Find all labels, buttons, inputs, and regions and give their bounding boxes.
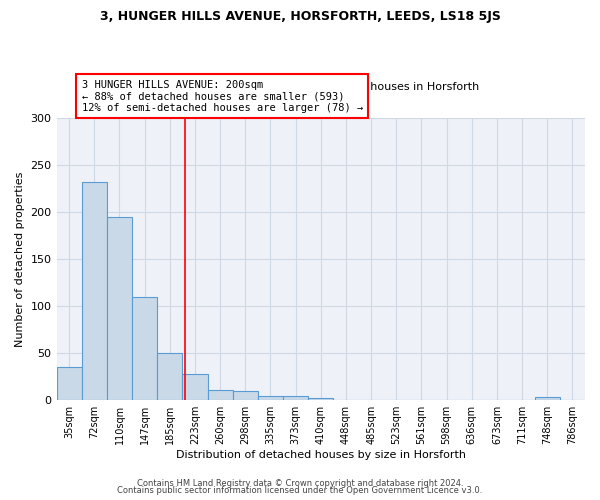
Bar	[82, 182, 107, 400]
Bar	[258, 396, 283, 400]
Bar	[132, 296, 157, 400]
Text: Contains HM Land Registry data © Crown copyright and database right 2024.: Contains HM Land Registry data © Crown c…	[137, 478, 463, 488]
Text: 3, HUNGER HILLS AVENUE, HORSFORTH, LEEDS, LS18 5JS: 3, HUNGER HILLS AVENUE, HORSFORTH, LEEDS…	[100, 10, 500, 23]
Bar	[283, 396, 308, 400]
Bar	[56, 367, 82, 400]
Bar	[233, 391, 258, 400]
Bar	[208, 390, 233, 400]
Bar	[107, 216, 132, 400]
Bar	[308, 398, 334, 400]
Bar	[182, 374, 208, 400]
Text: 3 HUNGER HILLS AVENUE: 200sqm
← 88% of detached houses are smaller (593)
12% of : 3 HUNGER HILLS AVENUE: 200sqm ← 88% of d…	[82, 80, 363, 113]
Bar	[157, 353, 182, 400]
X-axis label: Distribution of detached houses by size in Horsforth: Distribution of detached houses by size …	[176, 450, 466, 460]
Y-axis label: Number of detached properties: Number of detached properties	[15, 171, 25, 346]
Bar	[535, 398, 560, 400]
Text: Contains public sector information licensed under the Open Government Licence v3: Contains public sector information licen…	[118, 486, 482, 495]
Title: Size of property relative to detached houses in Horsforth: Size of property relative to detached ho…	[162, 82, 479, 92]
